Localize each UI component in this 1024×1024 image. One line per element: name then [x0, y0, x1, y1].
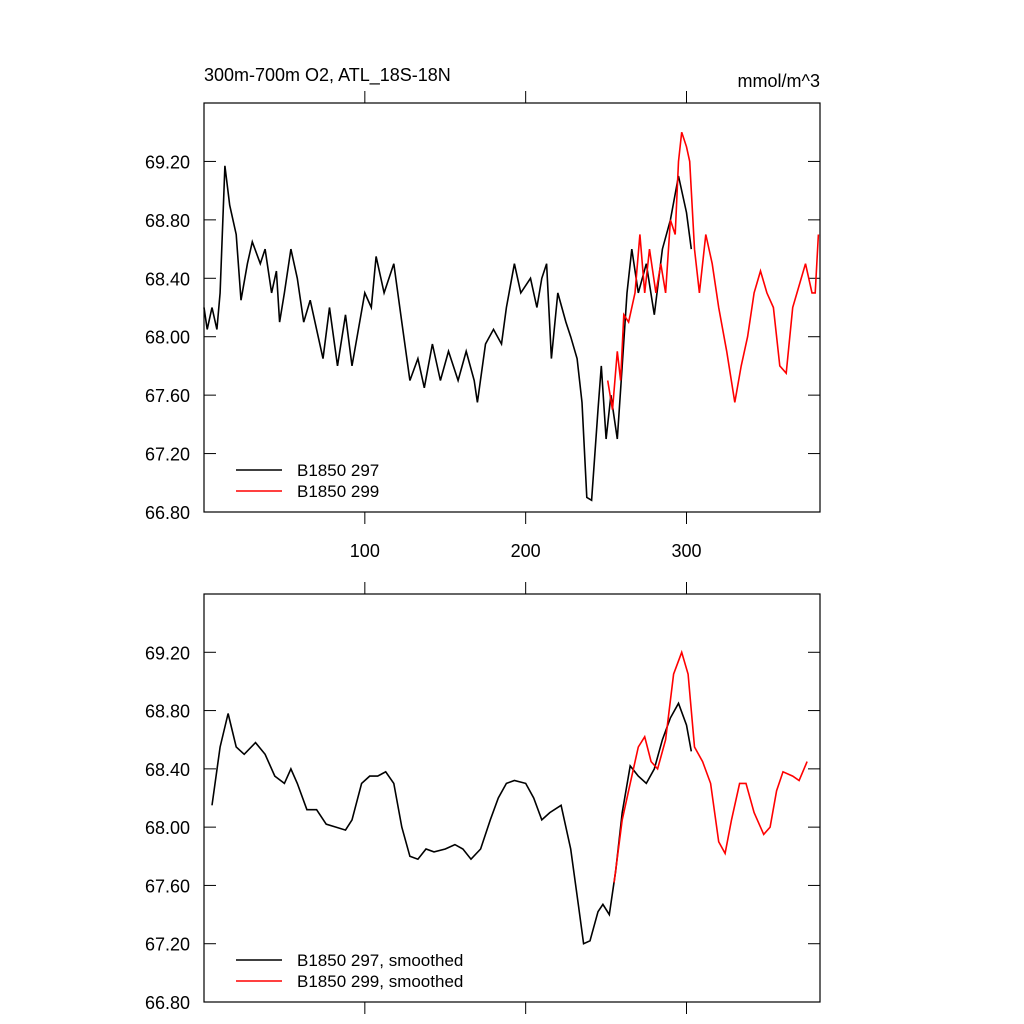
x-tick-label: 100	[350, 541, 380, 561]
y-tick-label: 68.00	[145, 818, 190, 838]
chart-title: 300m-700m O2, ATL_18S-18N	[204, 65, 451, 86]
y-tick-label: 67.60	[145, 876, 190, 896]
y-tick-label: 66.80	[145, 993, 190, 1013]
plot-frame	[203, 102, 821, 513]
series-line	[211, 701, 693, 945]
y-tick-label: 68.40	[145, 269, 190, 289]
y-tick-label: 68.80	[145, 211, 190, 231]
y-tick-label: 69.20	[145, 643, 190, 663]
legend-label: B1850 299, smoothed	[297, 972, 463, 991]
series-line	[613, 649, 808, 883]
y-tick-label: 67.60	[145, 386, 190, 406]
chart-units: mmol/m^3	[738, 71, 820, 91]
series-line	[203, 165, 693, 502]
y-tick-label: 66.80	[145, 503, 190, 523]
x-tick-label: 300	[671, 541, 701, 561]
x-tick-label: 200	[511, 541, 541, 561]
plot-frame	[203, 593, 821, 1003]
legend-label: B1850 297, smoothed	[297, 951, 463, 970]
y-tick-label: 68.80	[145, 702, 190, 722]
y-tick-label: 67.20	[145, 935, 190, 955]
series-line	[606, 131, 820, 410]
y-tick-label: 68.40	[145, 760, 190, 780]
y-tick-label: 67.20	[145, 445, 190, 465]
legend-label: B1850 299	[297, 482, 379, 501]
legend-label: B1850 297	[297, 461, 379, 480]
y-tick-label: 68.00	[145, 328, 190, 348]
y-tick-label: 69.20	[145, 152, 190, 172]
